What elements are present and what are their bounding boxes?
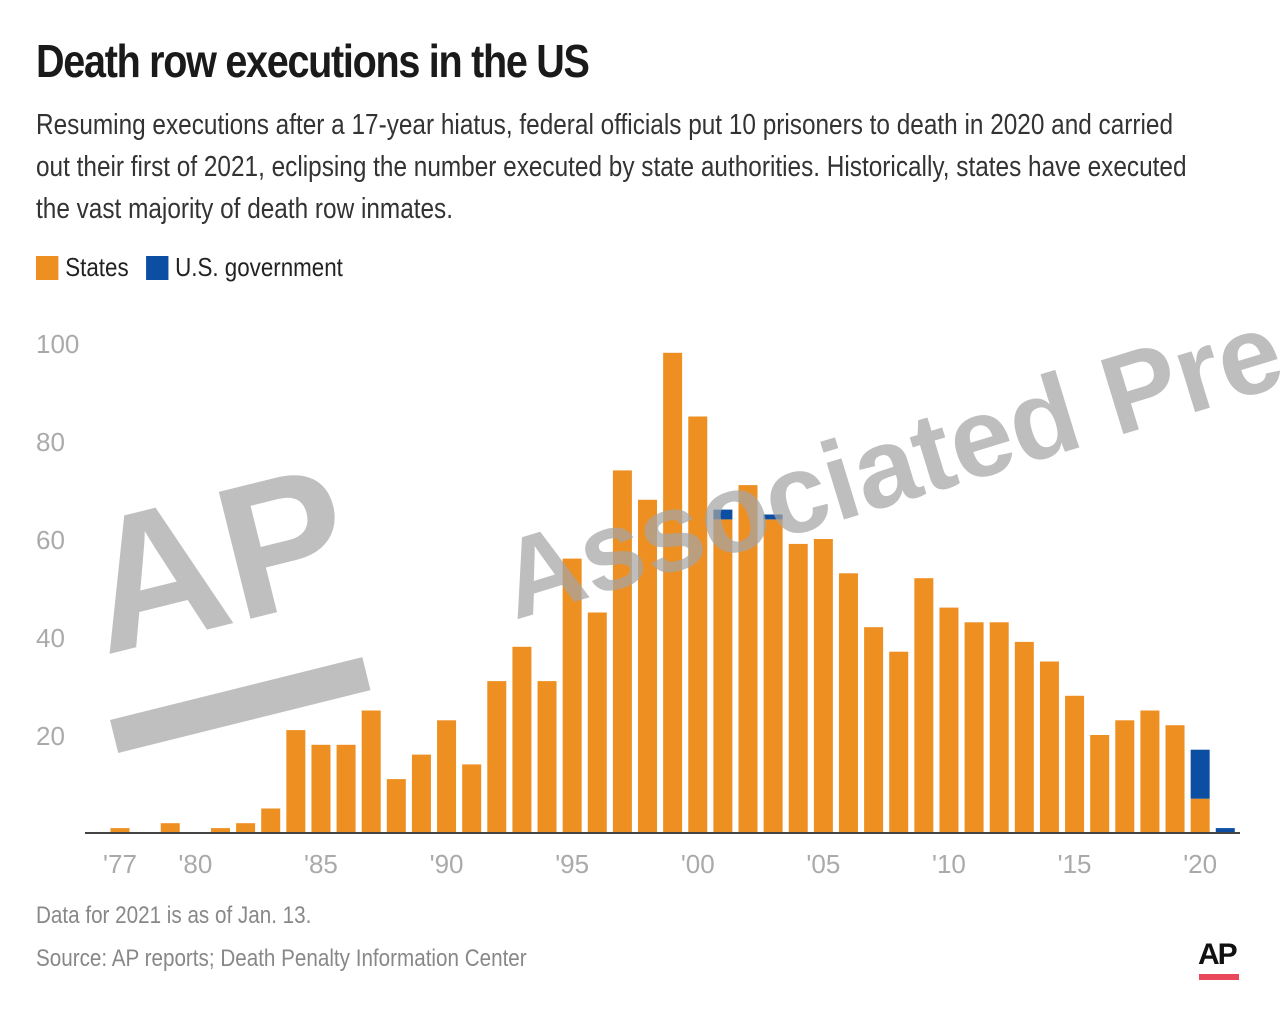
bar-states [236,823,256,833]
chart-title: Death row executions in the US [36,35,590,87]
bar-states [311,744,331,833]
bar-states [160,823,180,833]
bar-states [838,573,858,833]
bar-states [864,627,884,833]
bar-states [487,681,507,833]
bar-federal [713,509,733,520]
bar-states [261,808,281,833]
bar-states [562,558,582,833]
bar-states [964,622,984,833]
legend-swatch-federal [145,255,169,280]
bar-states [788,543,808,833]
bar-states [437,720,457,833]
legend-label-federal: U.S. government [175,252,343,282]
bar-federal [1190,749,1210,799]
chart-subtitle: Resuming executions after a 17-year hiat… [36,109,1187,225]
bar-states [1039,661,1059,833]
x-tick-label: '85 [304,849,338,879]
watermark-text: Associated Press [485,250,1280,643]
bar-states [110,828,130,833]
bar-states [763,519,783,833]
x-tick-label: '05 [806,849,840,879]
y-tick-label: 60 [36,525,65,555]
x-tick-label: '00 [681,849,715,879]
bar-states [813,539,833,833]
x-tick-label: '10 [932,849,966,879]
bar-federal [1215,828,1235,833]
x-tick-label: '80 [178,849,212,879]
bar-states [210,828,230,833]
legend: States U.S. government [36,252,360,283]
bar-states [1115,720,1135,833]
legend-label-states: States [65,252,129,282]
watermark-ap-logo: AP [64,425,371,695]
bar-states [286,730,306,833]
bar-states [989,622,1009,833]
source-note: Source: AP reports; Death Penalty Inform… [36,945,527,972]
bar-states [738,485,758,833]
bar-states [638,499,658,833]
bar-states [361,710,381,833]
ap-logo: AP [1198,938,1238,971]
bar-states [1165,725,1185,833]
bar-states [336,744,356,833]
legend-swatch-states [36,255,59,280]
watermark-bar [110,657,371,753]
bar-states [612,470,632,833]
bar-states [1190,798,1210,833]
x-tick-label: '15 [1058,849,1092,879]
bar-states [889,651,909,833]
bar-states [663,352,683,833]
y-tick-label: 100 [36,329,79,359]
bar-states [939,607,959,833]
bar-states [914,578,934,833]
x-tick-label: '77 [103,849,137,879]
bar-states [1065,695,1085,833]
bar-states [1090,735,1110,833]
data-note: Data for 2021 is as of Jan. 13. [36,902,312,929]
bar-states [512,646,532,833]
x-tick-label: '95 [555,849,589,879]
bar-states [411,754,431,833]
bar-states [462,764,482,833]
ap-logo-bar [1199,974,1239,980]
bar-states [688,416,708,833]
bar-states [713,519,733,833]
bar-states [537,681,557,833]
bar-states [587,612,607,833]
y-tick-label: 20 [36,721,65,751]
x-tick-label: '90 [430,849,464,879]
bar-states [1014,641,1034,833]
x-tick-label: '20 [1183,849,1217,879]
bar-states [386,779,406,833]
y-tick-label: 80 [36,427,65,457]
bar-federal [763,514,783,520]
bar-states [1140,710,1160,833]
y-tick-label: 40 [36,623,65,653]
